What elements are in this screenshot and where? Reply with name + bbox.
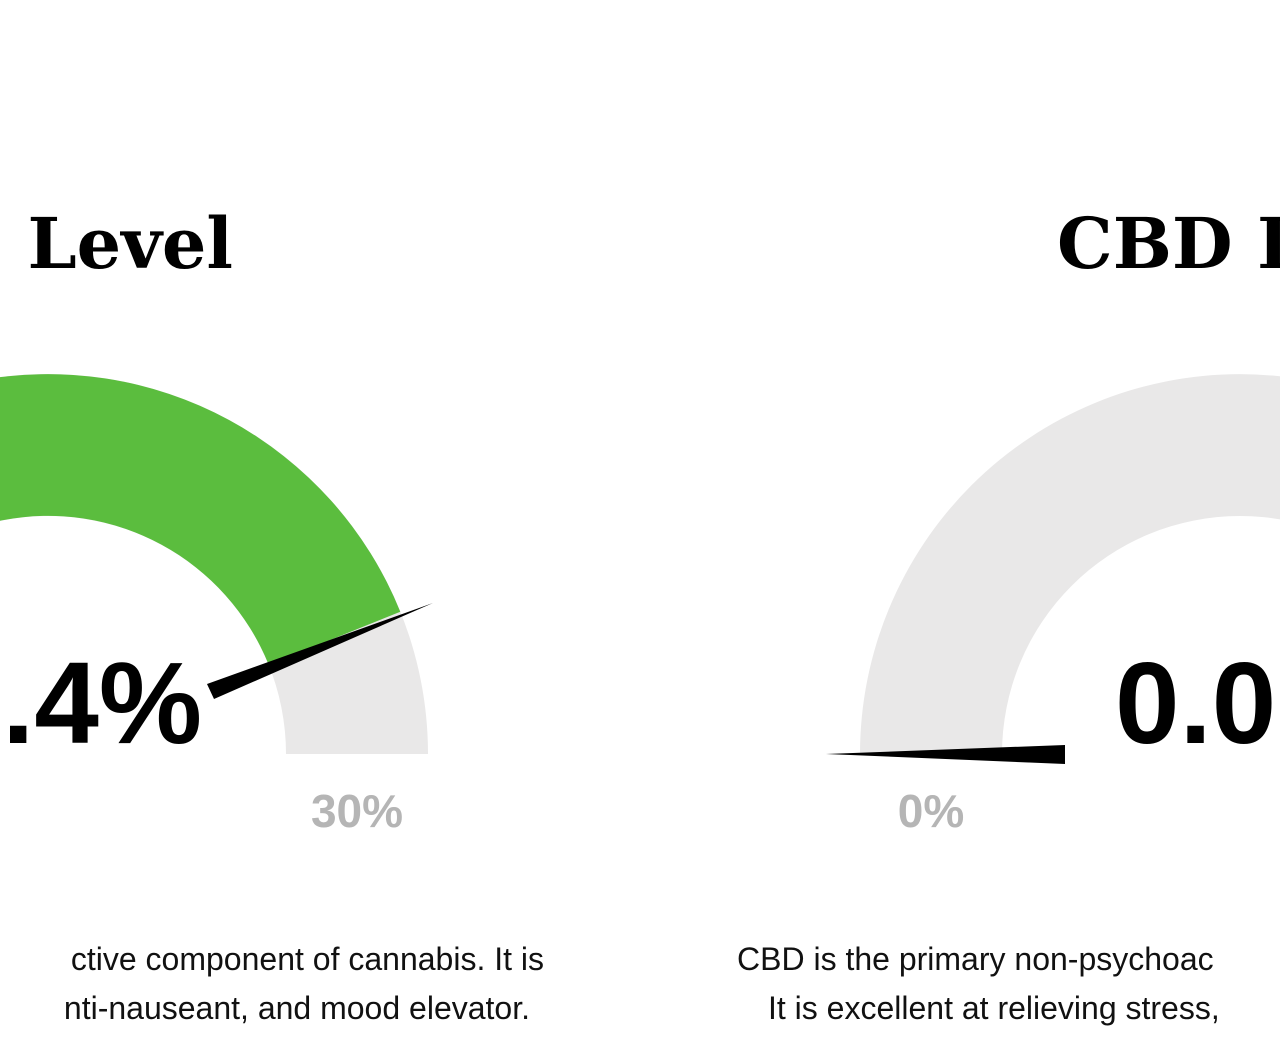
gauge-track bbox=[860, 374, 1280, 754]
gauge-value: 0.0 bbox=[1115, 638, 1276, 768]
gauge-needle bbox=[826, 745, 1065, 764]
gauge-title: CBD Le bbox=[1057, 202, 1280, 285]
gauge-min-label: 0% bbox=[898, 785, 964, 837]
gauge-value: 6.4% bbox=[0, 638, 202, 768]
gauge-needle bbox=[207, 603, 433, 699]
gauge-fill bbox=[0, 374, 401, 665]
gauge-title: C Level bbox=[0, 202, 233, 285]
description-line: nti-nauseant, and mood elevator. bbox=[64, 990, 530, 1026]
cbd-gauge: CBD Le 0.0 0% CBD is the primary non-psy… bbox=[737, 202, 1280, 1026]
description-line: CBD is the primary non-psychoac bbox=[737, 941, 1214, 977]
description-line: ctive component of cannabis. It is bbox=[71, 941, 544, 977]
description-line: It is excellent at relieving stress, bbox=[768, 990, 1220, 1026]
gauge-max-label: 30% bbox=[311, 785, 403, 837]
thc-gauge: C Level 6.4% 30% ctive component of cann… bbox=[0, 202, 544, 1026]
